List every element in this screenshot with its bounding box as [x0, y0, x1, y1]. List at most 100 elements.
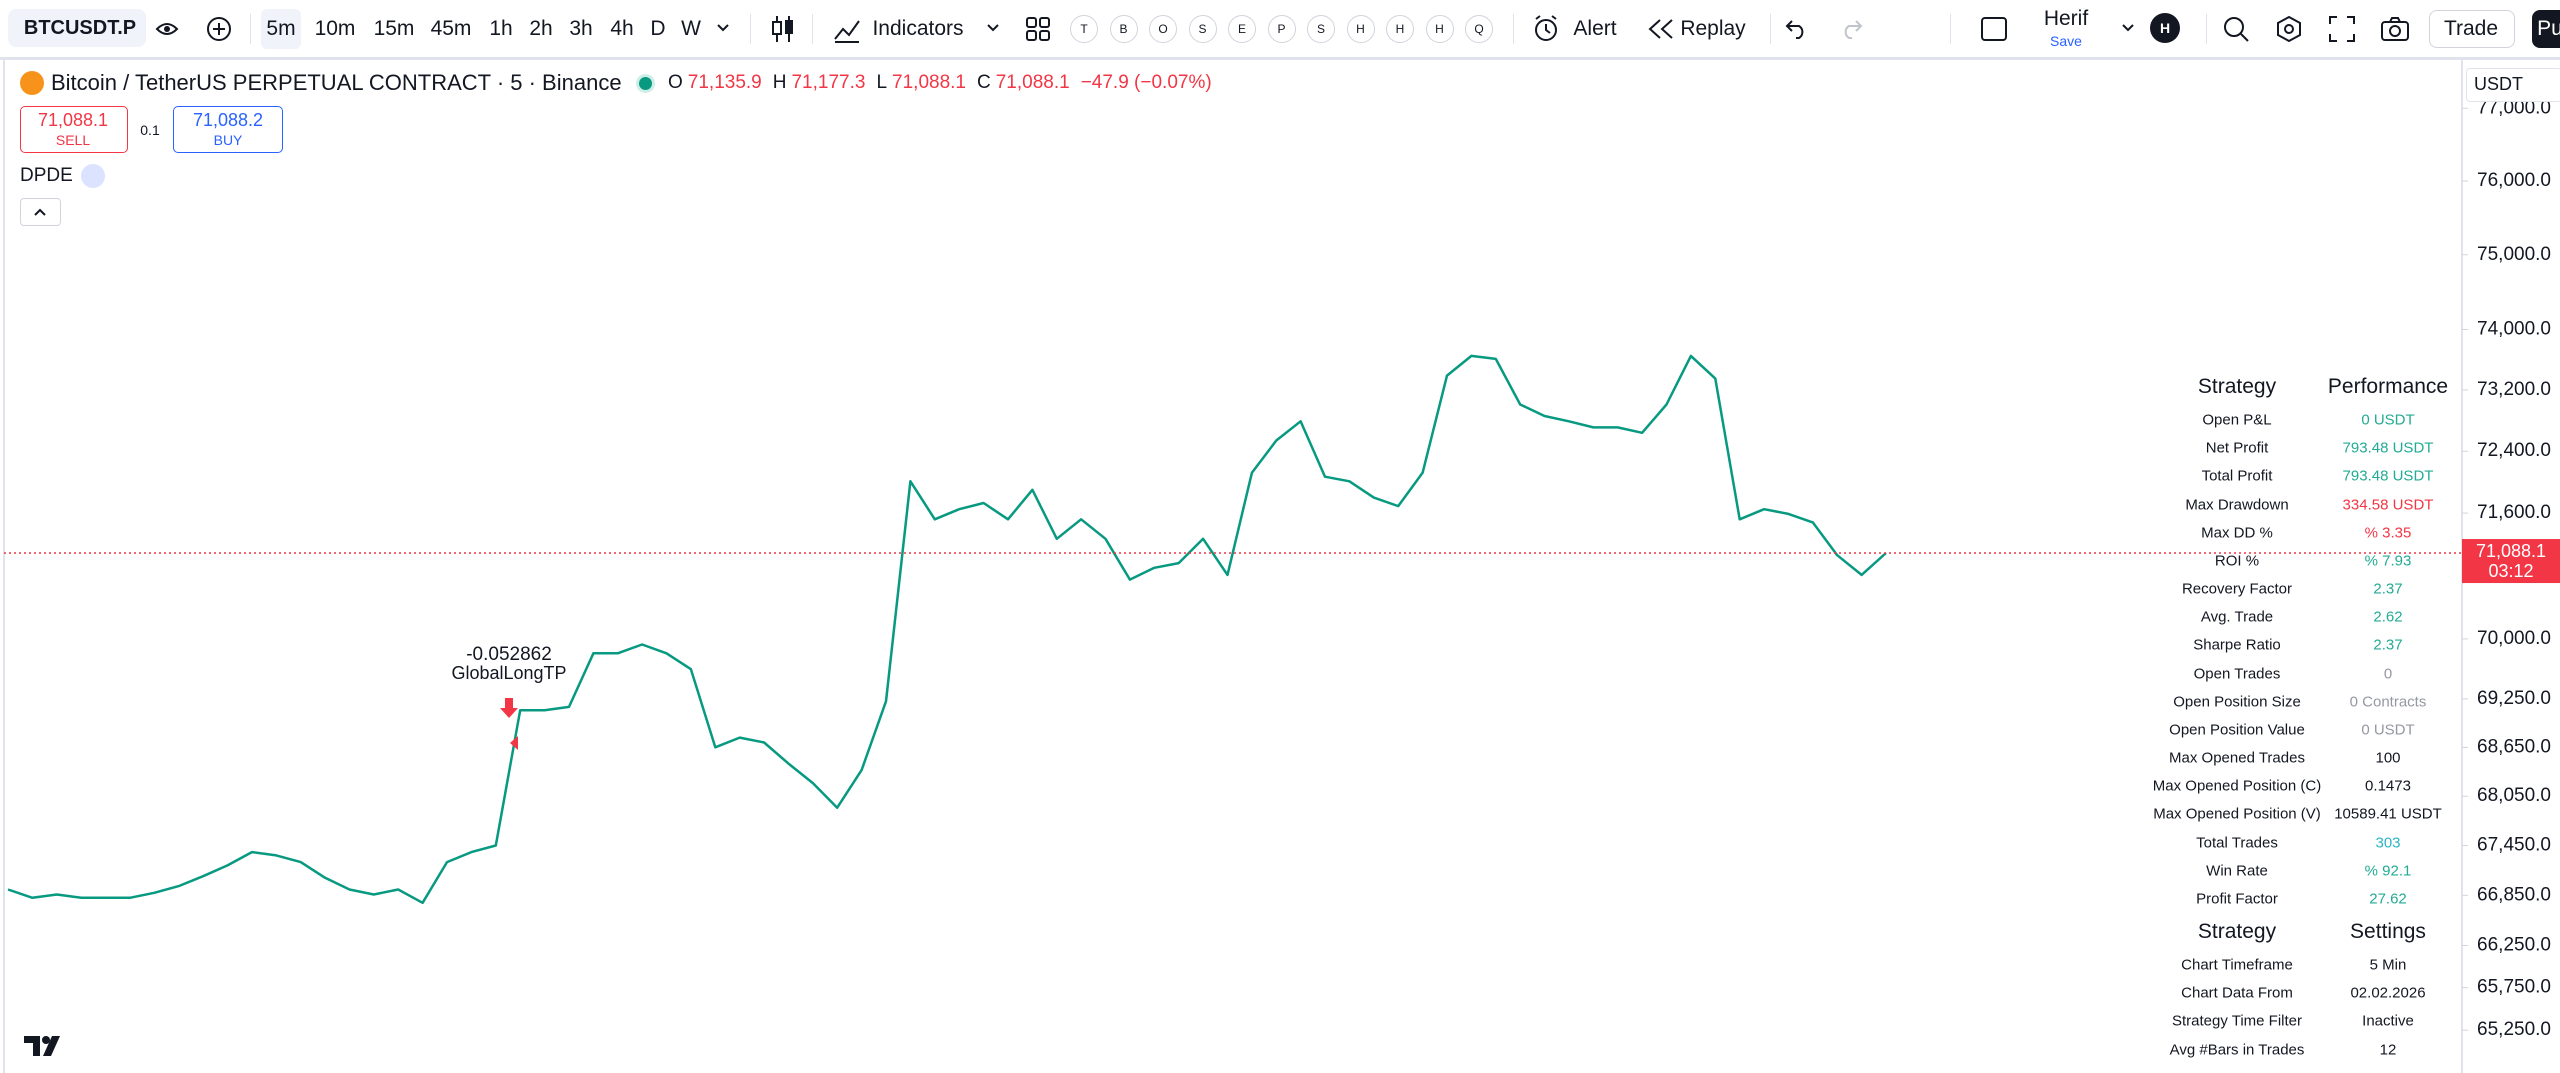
interval-menu-chevron[interactable] — [716, 22, 730, 34]
quick-button[interactable]: O — [1149, 15, 1177, 43]
quick-button[interactable]: H — [1346, 15, 1375, 43]
countdown: 03:12 — [2488, 561, 2533, 581]
y-tick-label: 74,000.0 — [2477, 319, 2551, 340]
y-tick-label: 73,200.0 — [2477, 379, 2551, 400]
publish-button[interactable]: Pu — [2537, 17, 2560, 40]
tradingview-logo[interactable] — [24, 1034, 68, 1058]
trade-button-frame[interactable] — [2429, 10, 2515, 48]
table-value: Inactive — [2362, 1012, 2414, 1030]
table-label: Avg #Bars in Trades — [2169, 1041, 2305, 1058]
indicators-icon[interactable] — [833, 15, 861, 43]
table-label: Chart Timeframe — [2181, 956, 2293, 974]
buy-button[interactable] — [173, 106, 283, 153]
avatar-bg[interactable] — [2150, 13, 2180, 43]
quick-button[interactable]: B — [1109, 15, 1138, 43]
interval-button[interactable]: 5m — [266, 17, 296, 40]
sell-button[interactable] — [20, 106, 128, 153]
y-tick-label: 70,000.0 — [2477, 628, 2551, 649]
collapse-button[interactable] — [20, 198, 61, 226]
settings-icon[interactable] — [2275, 15, 2303, 43]
quick-button[interactable]: H — [1425, 15, 1454, 43]
y-tick-label: 71,600.0 — [2477, 502, 2551, 523]
currency[interactable]: USDT — [2474, 74, 2523, 94]
publish-button-bg[interactable] — [2532, 10, 2560, 48]
separator — [1513, 14, 1514, 44]
order-quantity[interactable]: 0.1 — [140, 122, 160, 138]
y-tick-label: 66,850.0 — [2477, 884, 2551, 905]
interval-button[interactable]: W — [681, 17, 701, 40]
indicator-name[interactable]: DPDE — [20, 165, 73, 186]
signal-arrow — [500, 698, 518, 718]
chart-type-icon[interactable] — [770, 14, 796, 44]
y-tick-label: 68,050.0 — [2477, 785, 2551, 806]
symbol[interactable]: BTCUSDT.P — [23, 17, 137, 39]
save-label[interactable]: Save — [2050, 33, 2082, 49]
y-tick-label: 65,750.0 — [2477, 977, 2551, 998]
quick-button[interactable]: P — [1267, 15, 1296, 43]
alert-icon[interactable] — [1532, 15, 1562, 43]
table-value: 0 Contracts — [2349, 693, 2427, 711]
ohlc-key: L — [876, 72, 888, 93]
snapshot-icon[interactable] — [2380, 16, 2410, 42]
indicators-button[interactable]: Indicators — [872, 17, 964, 40]
quick-button[interactable]: Q — [1465, 15, 1493, 43]
table-label: Sharpe Ratio — [2193, 636, 2281, 654]
quick-button[interactable]: T — [1070, 15, 1098, 43]
interval-button[interactable]: 4h — [610, 17, 634, 40]
avatar[interactable]: H — [2159, 20, 2171, 36]
table-header: Settings — [2350, 920, 2426, 943]
interval-button[interactable]: 1h — [489, 17, 513, 40]
table-value: 0.1473 — [2365, 777, 2411, 795]
replay-button[interactable]: Replay — [1680, 17, 1746, 40]
layout-name[interactable]: Herif — [2043, 7, 2089, 30]
alert-button[interactable]: Alert — [1573, 17, 1617, 40]
templates-icon[interactable] — [1025, 16, 1051, 42]
redo-icon[interactable] — [1838, 18, 1864, 40]
currency-selector[interactable] — [2466, 68, 2560, 102]
interval-button[interactable]: D — [650, 17, 666, 40]
add-symbol-icon[interactable] — [206, 16, 232, 42]
interval-button[interactable]: 15m — [373, 17, 415, 40]
price-line — [7, 354, 1887, 905]
interval-button[interactable]: 3h — [569, 17, 593, 40]
watch-icon[interactable] — [155, 17, 179, 41]
y-tick-label: 65,250.0 — [2477, 1019, 2551, 1040]
buy-price[interactable]: 71,088.2 — [192, 110, 264, 130]
table-label: Max DD % — [2201, 524, 2273, 542]
separator — [1770, 14, 1771, 44]
quick-button[interactable]: S — [1188, 15, 1217, 43]
trade-button[interactable]: Trade — [2443, 17, 2499, 40]
ohlc-key: O — [668, 72, 683, 93]
table-value: 0 USDT — [2361, 411, 2415, 429]
last-price-label: 71,088.1 — [2476, 541, 2546, 561]
table-label: Chart Data From — [2181, 984, 2293, 1002]
fullscreen-icon[interactable] — [2328, 15, 2356, 43]
table-value: 5 Min — [2369, 956, 2407, 974]
replay-icon[interactable] — [1648, 18, 1674, 40]
interval-button[interactable]: 2h — [529, 17, 553, 40]
quick-button[interactable]: E — [1228, 15, 1256, 43]
y-tick-label: 75,000.0 — [2477, 244, 2551, 265]
table-label: Total Trades — [2196, 834, 2278, 852]
table-label: Open Position Size — [2173, 693, 2301, 711]
quick-button[interactable]: H — [1386, 15, 1414, 43]
buy-label[interactable]: BUY — [213, 132, 243, 148]
legend-title[interactable]: Bitcoin / TetherUS PERPETUAL CONTRACT · … — [51, 70, 622, 95]
search-icon[interactable] — [2222, 15, 2250, 43]
interval-button[interactable]: 45m — [430, 17, 472, 40]
signal-marker — [510, 736, 518, 750]
sell-price[interactable]: 71,088.1 — [37, 110, 109, 130]
indicator-icon[interactable] — [81, 164, 105, 188]
quick-button[interactable]: S — [1307, 15, 1335, 43]
sell-label[interactable]: SELL — [55, 132, 91, 148]
symbol-box[interactable] — [8, 9, 146, 47]
interval-button[interactable]: 10m — [314, 17, 356, 40]
table-value: 0 — [2383, 665, 2393, 683]
layout-icon[interactable] — [1980, 16, 2008, 42]
undo-icon[interactable] — [1784, 18, 1810, 40]
layout-chevron[interactable] — [2121, 22, 2135, 34]
table-label: Max Drawdown — [2185, 496, 2289, 513]
indicators-chevron[interactable] — [986, 22, 1000, 34]
